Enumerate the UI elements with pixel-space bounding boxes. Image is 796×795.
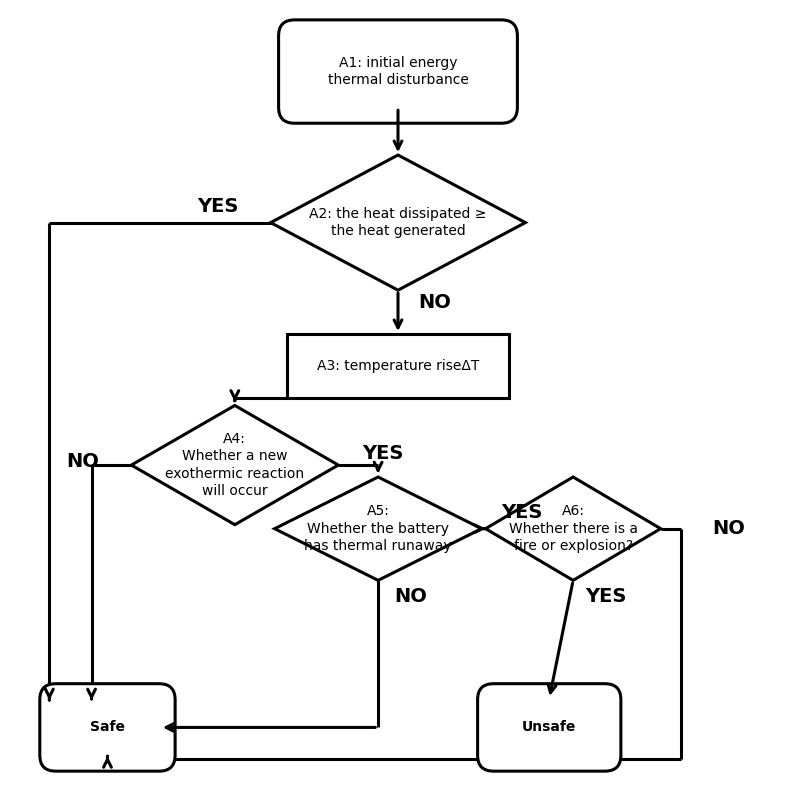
Text: NO: NO — [394, 587, 427, 606]
FancyBboxPatch shape — [287, 334, 509, 398]
Text: A4:
Whether a new
exothermic reaction
will occur: A4: Whether a new exothermic reaction wi… — [166, 432, 304, 498]
FancyBboxPatch shape — [279, 20, 517, 123]
Polygon shape — [486, 477, 661, 580]
Text: A2: the heat dissipated ≥
the heat generated: A2: the heat dissipated ≥ the heat gener… — [310, 207, 486, 238]
Text: A6:
Whether there is a
fire or explosion?: A6: Whether there is a fire or explosion… — [509, 504, 638, 553]
Text: A5:
Whether the battery
has thermal runaway: A5: Whether the battery has thermal runa… — [304, 504, 452, 553]
Polygon shape — [131, 405, 338, 525]
Text: YES: YES — [501, 503, 543, 522]
Polygon shape — [271, 155, 525, 290]
FancyBboxPatch shape — [40, 684, 175, 771]
Text: Safe: Safe — [90, 720, 125, 735]
Text: NO: NO — [67, 452, 100, 471]
FancyBboxPatch shape — [478, 684, 621, 771]
Text: YES: YES — [362, 444, 404, 463]
Text: YES: YES — [585, 587, 626, 606]
Polygon shape — [275, 477, 482, 580]
Text: NO: NO — [418, 293, 451, 312]
Text: YES: YES — [197, 197, 239, 216]
Text: Unsafe: Unsafe — [522, 720, 576, 735]
Text: A1: initial energy
thermal disturbance: A1: initial energy thermal disturbance — [328, 56, 468, 87]
Text: NO: NO — [712, 519, 745, 538]
Text: A3: temperature riseΔT: A3: temperature riseΔT — [317, 359, 479, 373]
